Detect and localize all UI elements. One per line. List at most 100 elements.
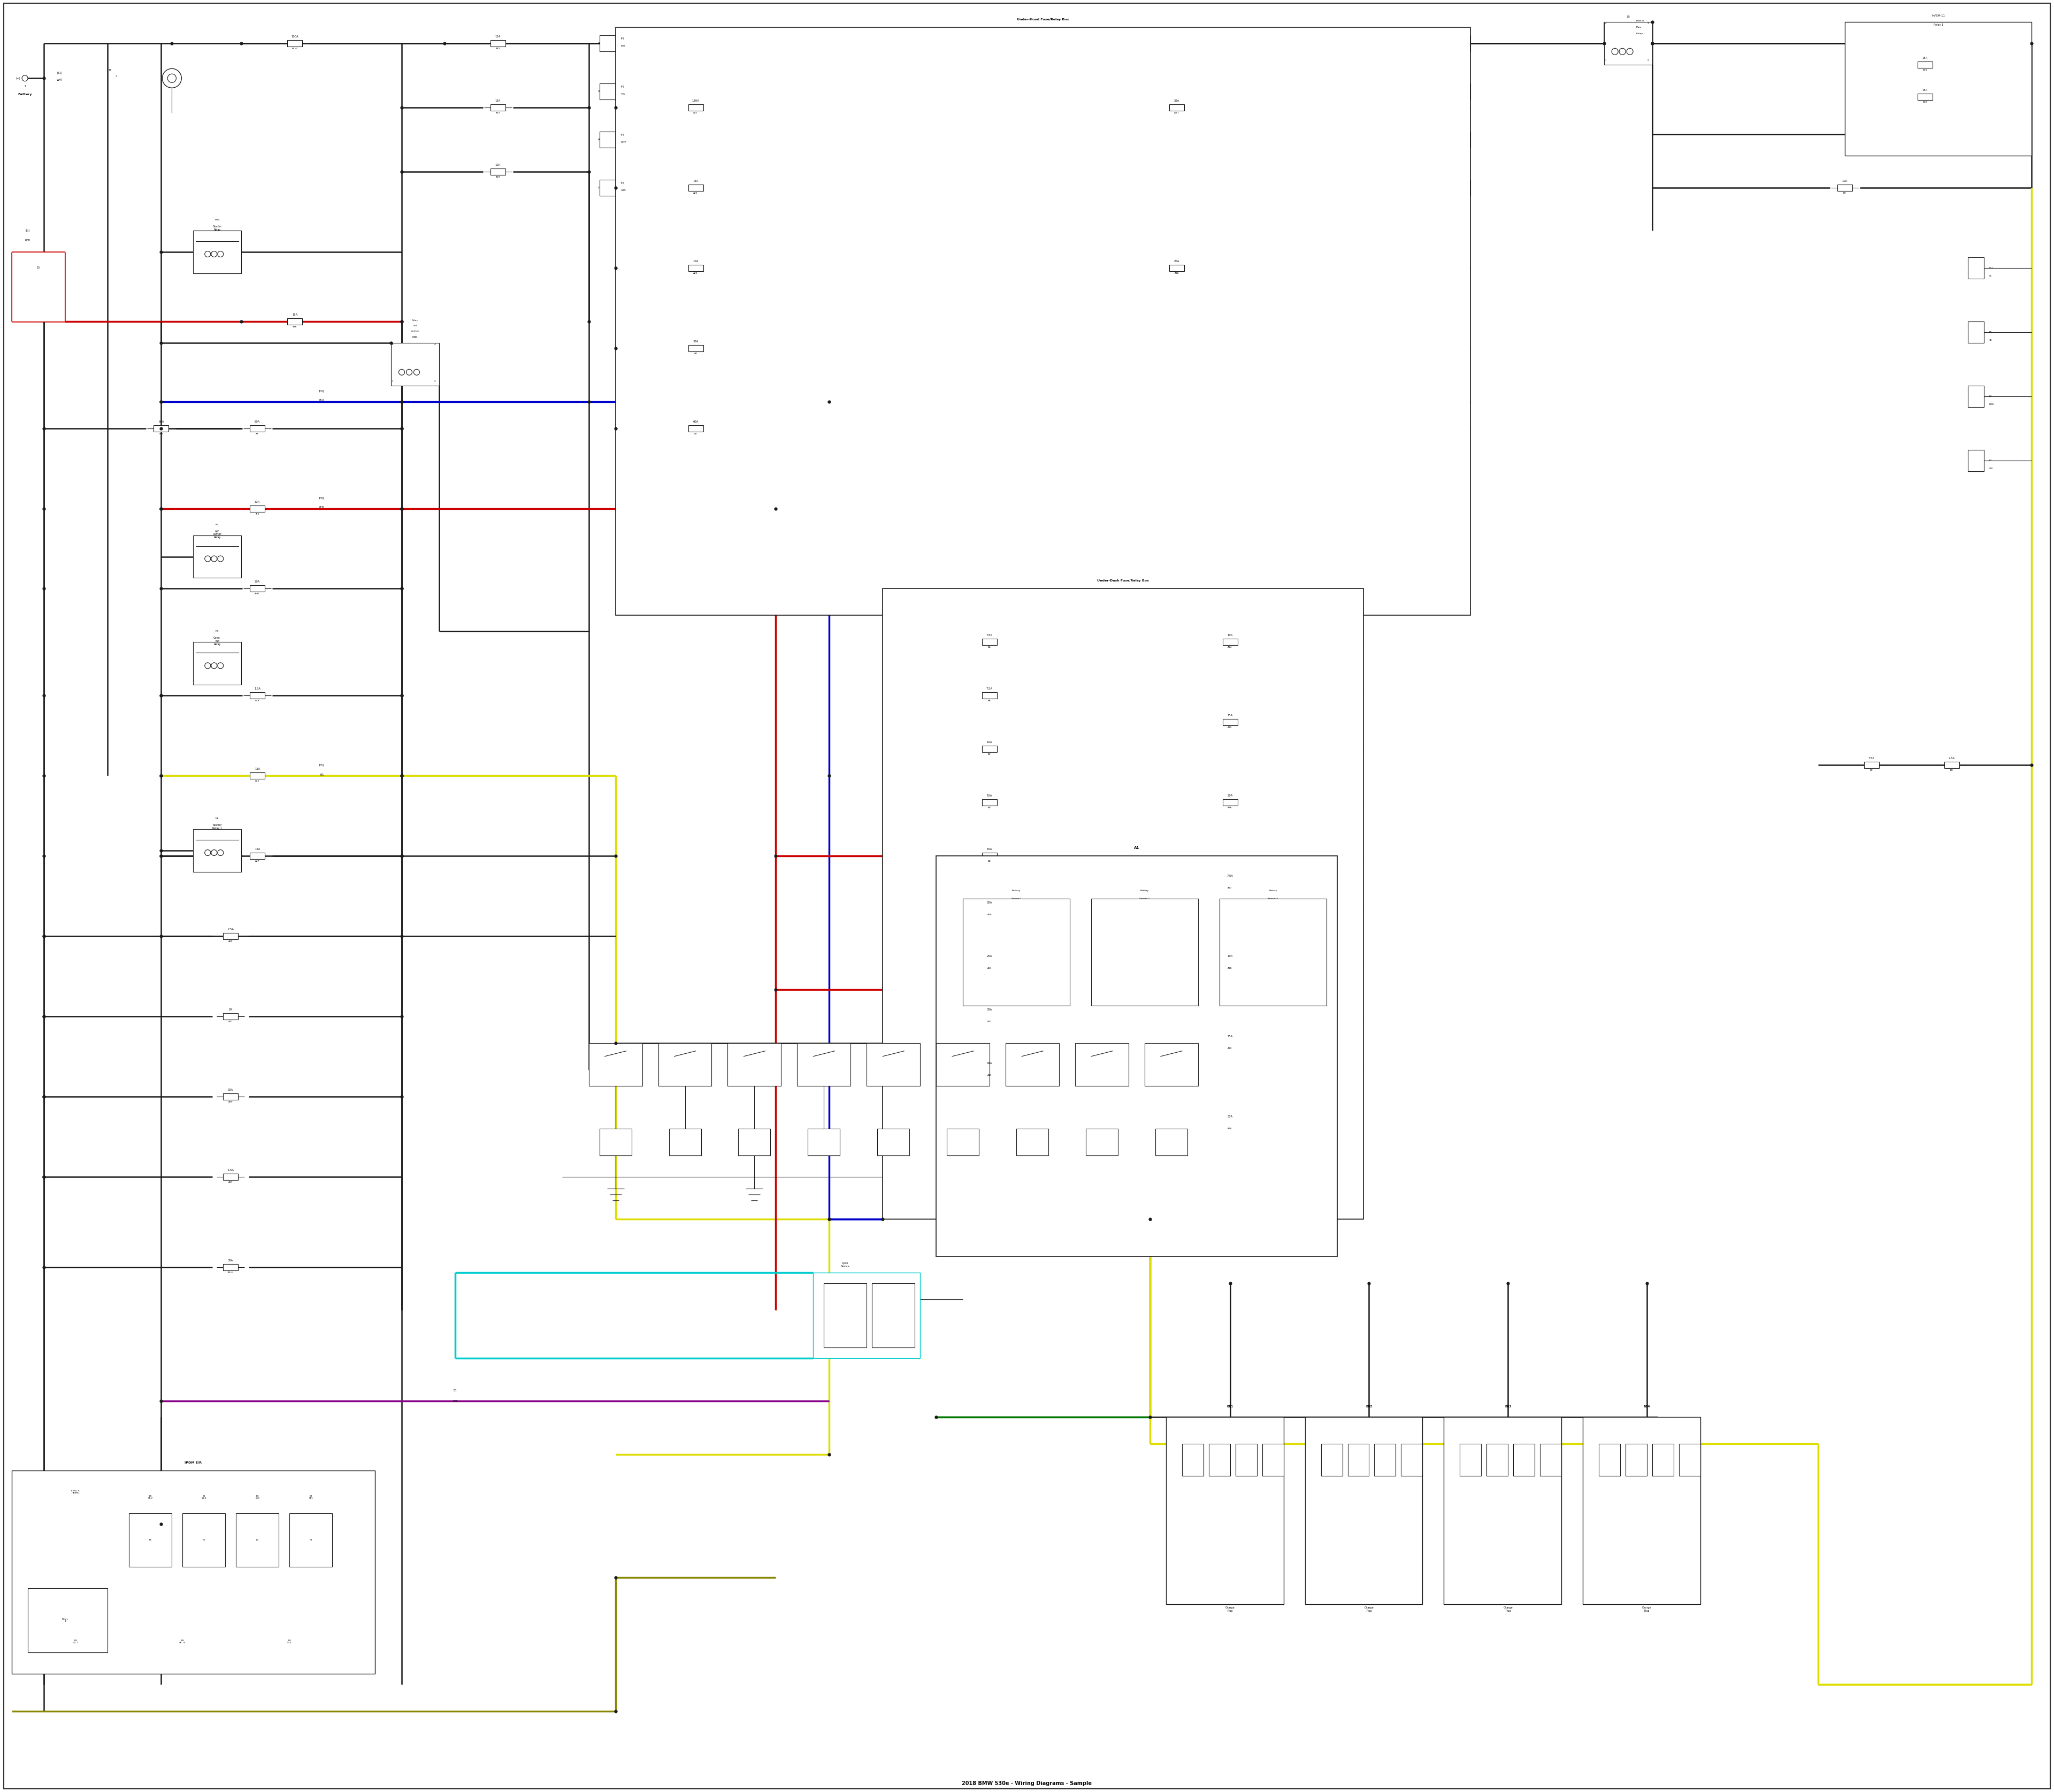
Bar [937,857,1337,1256]
Text: A-A: A-A [160,432,162,435]
Text: Sensor 2: Sensor 2 [1140,898,1150,900]
Circle shape [212,556,218,561]
Text: BLU: BLU [318,400,325,401]
Bar [600,131,616,147]
Text: F7: F7 [1988,459,1992,462]
Bar [224,1265,238,1271]
Bar [727,1043,781,1086]
Text: 1.5A: 1.5A [255,688,261,690]
Circle shape [398,369,405,375]
Text: A4: A4 [257,432,259,435]
Text: A-B1: A-B1 [1175,111,1179,115]
Text: Relay 1: Relay 1 [1637,32,1645,36]
Circle shape [218,663,224,668]
Circle shape [23,75,29,81]
Text: A21: A21 [495,48,501,50]
Text: 15A: 15A [255,848,261,851]
Text: 15A: 15A [495,100,501,102]
Bar [616,27,1471,615]
Bar [193,536,242,579]
Text: 20A: 20A [1228,794,1232,797]
Text: M44: M44 [216,219,220,220]
Text: 15A: 15A [255,767,261,771]
Text: 7.5A: 7.5A [1226,874,1232,878]
Text: 30A: 30A [1175,100,1179,102]
Bar [1222,1039,1239,1047]
Text: DDB: DDB [1988,403,1994,405]
Text: B3
S1-7: B3 S1-7 [148,1495,152,1500]
Bar [982,692,996,699]
Bar [807,1129,840,1156]
Text: A14: A14 [1228,647,1232,649]
Text: 30A: 30A [986,1061,992,1064]
Bar [1374,1444,1397,1477]
Bar [883,590,1364,1219]
Bar [1540,1444,1561,1477]
Bar [1444,1417,1561,1604]
Text: PGM-FI: PGM-FI [1637,20,1645,22]
Bar [12,1471,376,1674]
Bar [12,253,66,321]
Circle shape [168,73,177,82]
Bar [982,959,996,966]
Bar [1347,1444,1370,1477]
Bar [290,1512,333,1566]
Bar [797,1043,850,1086]
Text: 7.5A: 7.5A [986,634,992,636]
Bar [1091,898,1197,1005]
Text: 7.5A: 7.5A [1949,756,1955,760]
Text: 30A: 30A [692,340,698,342]
Bar [236,1512,279,1566]
Text: [E]: [E] [620,181,624,183]
Bar [1460,1444,1481,1477]
Circle shape [205,251,212,256]
Text: A99: A99 [228,1100,232,1102]
Text: A18: A18 [255,701,259,702]
Bar [982,1066,996,1073]
Text: B3
S10: B3 S10 [255,1495,259,1500]
Bar [1321,1444,1343,1477]
Text: A25: A25 [228,941,232,943]
Text: A17: A17 [228,1181,232,1183]
Text: Under-Dash Fuse/Relay Box: Under-Dash Fuse/Relay Box [1097,579,1148,582]
Text: 15A: 15A [692,179,698,183]
Text: Battery: Battery [1140,889,1148,892]
Text: B21: B21 [1923,70,1927,72]
Bar [1945,762,1960,769]
Circle shape [205,849,212,855]
Bar [600,84,616,100]
Text: B3
S15: B3 S15 [288,1640,292,1643]
Bar [193,830,242,873]
Bar [129,1512,173,1566]
Bar [251,505,265,513]
Text: A29: A29 [495,176,501,177]
Bar [251,692,265,699]
Circle shape [1612,48,1619,56]
Circle shape [205,556,212,561]
Bar [288,319,302,324]
Text: 30A: 30A [255,500,261,504]
Text: A-3: A-3 [255,513,259,514]
Text: 59: 59 [598,43,602,45]
Bar [1514,1444,1534,1477]
Bar [224,1012,238,1020]
Text: A16: A16 [255,780,259,781]
Bar [1222,880,1239,885]
Text: [EJ]: [EJ] [25,229,31,231]
Text: A1-6: A1-6 [292,48,298,50]
Text: A4: A4 [694,432,696,435]
Text: A1: A1 [1134,846,1140,849]
Text: 20A: 20A [1175,260,1179,263]
Text: 68: 68 [598,138,602,142]
Text: 15: 15 [37,267,39,269]
Bar [1222,640,1239,645]
Text: A7: A7 [988,753,992,756]
Circle shape [212,251,218,256]
Text: F4: F4 [1988,396,1992,398]
Text: BB1: BB1 [1226,1405,1232,1409]
Text: BB4: BB4 [1643,1405,1649,1409]
Text: F8: F8 [310,1539,312,1541]
Text: 20A: 20A [255,581,261,584]
Text: 30A: 30A [228,1088,234,1091]
Bar [737,1129,770,1156]
